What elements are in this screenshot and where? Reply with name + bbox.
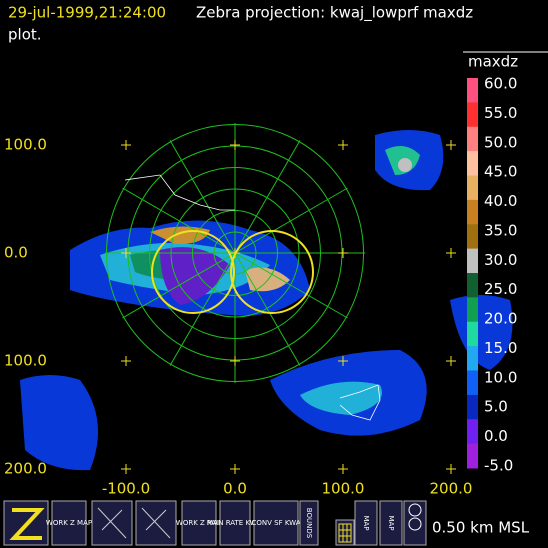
overlay-icon	[408, 503, 422, 531]
colorbar-swatch	[467, 199, 478, 225]
grid-cross	[121, 248, 131, 258]
toolbar-button[interactable]: WORK Z MAP	[46, 500, 92, 546]
button-face	[51, 500, 87, 546]
button-label: CONV SF KWA	[251, 519, 300, 527]
colorbar-label: 5.0	[484, 398, 508, 416]
grid-cross	[446, 464, 456, 474]
colorbar-swatch	[467, 224, 478, 250]
grid-cross	[230, 140, 240, 150]
y-tick-label: 100.0	[4, 136, 47, 154]
button-icon	[97, 507, 127, 539]
button-label: WORK Z MAP	[46, 519, 92, 527]
toolbar-button[interactable]	[135, 500, 177, 546]
x-tick-label: 100.0	[322, 480, 365, 498]
title: Zebra projection: kwaj_lowprf maxdz	[196, 4, 473, 23]
zebra-logo	[9, 508, 45, 540]
timestamp: 29-jul-1999,21:24:00	[8, 4, 166, 22]
grid-cross	[121, 140, 131, 150]
colorbar-swatch	[467, 102, 478, 128]
colorbar-swatch	[467, 370, 478, 396]
y-tick-label: 200.0	[4, 460, 47, 478]
button-label: MAP	[362, 515, 370, 530]
altitude: 0.50 km MSL	[432, 519, 530, 537]
colorbar-swatch	[467, 248, 478, 274]
toolbar-button[interactable]	[403, 500, 427, 546]
grid-cross	[338, 464, 348, 474]
x-tick-label: 0.0	[223, 480, 247, 498]
colorbar-label: 25.0	[484, 280, 517, 298]
y-tick-label: 100.0	[4, 352, 47, 370]
axes: 100.0 0.0 100.0 200.0 -100.0 0.0 100.0 200.0	[4, 136, 472, 498]
colorbar-label: 50.0	[484, 133, 517, 151]
button-face	[181, 500, 217, 546]
title: plot.	[8, 26, 42, 44]
grid-icon	[338, 523, 352, 543]
button-label: MAP	[387, 515, 395, 530]
colorbar-swatch	[467, 273, 478, 298]
colorbar-swatch	[467, 297, 478, 323]
colorbar-swatch	[467, 126, 478, 152]
colorbar-swatch	[467, 419, 478, 445]
colorbar-label: 35.0	[484, 221, 517, 239]
colorbar-label: 15.0	[484, 339, 517, 357]
grid-cross	[121, 356, 131, 366]
button-face	[379, 500, 403, 546]
colorbar-label: 60.0	[484, 75, 517, 93]
toolbar-button[interactable]	[91, 500, 133, 546]
toolbar-button[interactable]	[335, 519, 355, 546]
button-face	[335, 519, 355, 546]
toolbar-button[interactable]: MAP	[379, 500, 403, 546]
toolbar-button[interactable]: BOUNDS	[299, 500, 319, 546]
toolbar-button[interactable]: RAIN RATE KWAJ	[207, 500, 263, 546]
colorbar: 60.0 55.0 50.0 45.0 40.0 35.0 30.0 25.0 20.0 15.0…	[467, 75, 517, 475]
colorbar-swatch	[467, 151, 478, 176]
grid-cross	[446, 140, 456, 150]
colorbar-label: 20.0	[484, 310, 517, 328]
grid-cross	[338, 356, 348, 366]
button-face	[253, 500, 299, 546]
colorbar-swatch	[467, 78, 478, 103]
grid-cross	[230, 248, 240, 258]
button-face	[354, 500, 378, 546]
coastline	[124, 174, 381, 421]
y-tick-label: 0.0	[4, 244, 28, 262]
button-face	[219, 500, 251, 546]
x-tick-label: 200.0	[430, 480, 473, 498]
grid-cross	[446, 248, 456, 258]
button-face	[299, 500, 319, 546]
colorbar-swatch	[467, 443, 478, 469]
colorbar-label: 0.0	[484, 427, 508, 445]
colorbar-swatch	[467, 321, 478, 347]
button-label: BOUNDS	[305, 508, 313, 539]
toolbar-button[interactable]: CONV SF KWA	[251, 500, 301, 546]
toolbar-button[interactable]: MAP	[354, 500, 378, 546]
button-label: WORK Z MAP	[176, 519, 222, 527]
button-face	[403, 500, 427, 546]
grid-cross	[446, 356, 456, 366]
colorbar-label: 45.0	[484, 163, 517, 181]
x-tick-label: -100.0	[102, 480, 150, 498]
grid-cross	[338, 248, 348, 258]
colorbar-swatch	[467, 175, 478, 201]
zebra-button[interactable]	[3, 500, 49, 546]
grid-cross	[230, 356, 240, 366]
toolbar-button[interactable]: WORK Z MAP	[176, 500, 222, 546]
button-label: RAIN RATE KWAJ	[207, 519, 263, 527]
colorbar-label: -5.0	[484, 457, 513, 475]
colorbar-swatch	[467, 394, 478, 420]
grid-cross	[121, 464, 131, 474]
colorbar-label: 30.0	[484, 251, 517, 269]
colorbar-label: 10.0	[484, 368, 517, 386]
colorbar-label: 40.0	[484, 192, 517, 210]
colorbar-label: 55.0	[484, 104, 517, 122]
grid-cross	[230, 464, 240, 474]
colorbar-swatch	[467, 346, 478, 371]
button-icon	[141, 507, 171, 539]
colorbar-title: maxdz	[468, 53, 518, 71]
grid-cross	[338, 140, 348, 150]
radar-coverage	[151, 230, 314, 314]
